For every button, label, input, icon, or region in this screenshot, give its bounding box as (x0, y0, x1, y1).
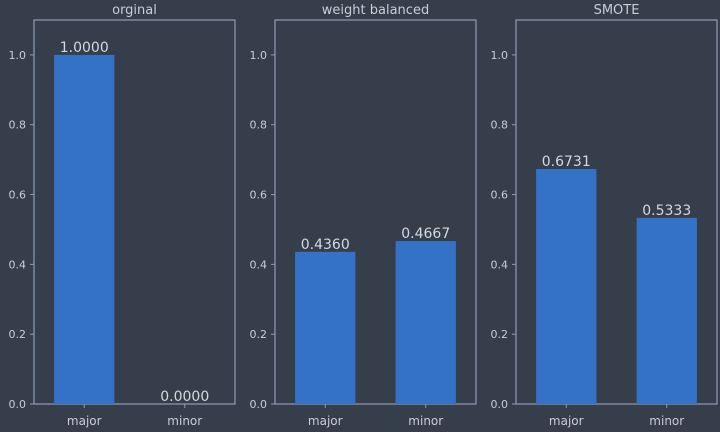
y-tick-label: 0.2 (9, 328, 27, 341)
axes-frame (274, 19, 477, 405)
subplot-title: orginal (112, 3, 157, 18)
x-tick-label-minor: minor (649, 414, 684, 428)
bar-major (54, 54, 115, 405)
y-tick-label: 0.0 (250, 398, 268, 411)
x-tick-label-minor: minor (408, 414, 443, 428)
subplot-weight-balanced: weight balanced 0.0 0.2 0.4 0.6 0.8 1.0 0.436… (250, 3, 477, 428)
subplot-title: SMOTE (594, 3, 640, 18)
data-label-minor: 0.4667 (401, 226, 450, 242)
x-tick-label-minor: minor (167, 414, 202, 428)
data-labels: 0.4360 0.4667 (301, 226, 451, 253)
subplot-orginal: orginal 0.00.20.40.60.81.0 1.00000.0000 … (9, 3, 236, 428)
data-labels: 0.6731 0.5333 (542, 154, 692, 219)
data-label-minor: 0.0000 (160, 389, 209, 405)
data-label-major: 1.0000 (60, 40, 109, 56)
subplot-smote: SMOTE 0.0 0.2 0.4 0.6 0.8 1.0 0.6731 0.5333 ma… (491, 3, 718, 428)
bar-group (54, 54, 115, 405)
data-label-minor: 0.5333 (642, 203, 691, 219)
axes-frame (515, 19, 718, 405)
y-tick-label: 0.0 (491, 398, 509, 411)
y-axis: 0.0 0.2 0.4 0.6 0.8 1.0 (250, 49, 275, 411)
bar-group (536, 169, 697, 404)
y-tick-label: 0.6 (491, 189, 509, 202)
x-tick-label-major: major (67, 414, 102, 428)
bar-minor (395, 241, 456, 404)
x-tick-label-major: major (308, 414, 343, 428)
bar-major (295, 251, 356, 404)
y-tick-label: 0.2 (250, 328, 268, 341)
y-tick-label: 1.0 (250, 49, 268, 62)
y-tick-label: 1.0 (491, 49, 509, 62)
data-labels: 1.0000 0.0000 (60, 40, 210, 405)
y-tick-label: 0.4 (9, 258, 27, 271)
y-tick-label: 0.6 (9, 189, 27, 202)
y-axis: 0.0 0.2 0.4 0.6 0.8 1.0 (491, 49, 516, 411)
bar-minor (636, 217, 697, 404)
data-label-major: 0.6731 (542, 154, 591, 170)
bar-major (536, 169, 597, 404)
y-tick-label: 0.8 (491, 119, 509, 132)
x-axis: major minor (308, 404, 443, 428)
x-tick-label-major: major (549, 414, 584, 428)
y-tick-label: 0.8 (9, 119, 27, 132)
y-tick-label: 0.4 (491, 258, 509, 271)
x-axis: major minor (549, 404, 684, 428)
y-tick-label: 0.8 (250, 119, 268, 132)
y-tick-label: 0.4 (250, 258, 268, 271)
axes-frame (33, 19, 236, 405)
bar-group (295, 241, 456, 404)
x-axis: major minor (67, 404, 202, 428)
y-axis: 0.0 0.2 0.4 0.6 0.8 1.0 (9, 49, 34, 411)
y-tick-label: 0.0 (9, 398, 27, 411)
subplot-title: weight balanced (322, 3, 429, 18)
y-tick-label: 0.2 (491, 328, 509, 341)
y-tick-label: 0.6 (250, 189, 268, 202)
data-label-major: 0.4360 (301, 237, 350, 253)
y-tick-label: 1.0 (9, 49, 27, 62)
